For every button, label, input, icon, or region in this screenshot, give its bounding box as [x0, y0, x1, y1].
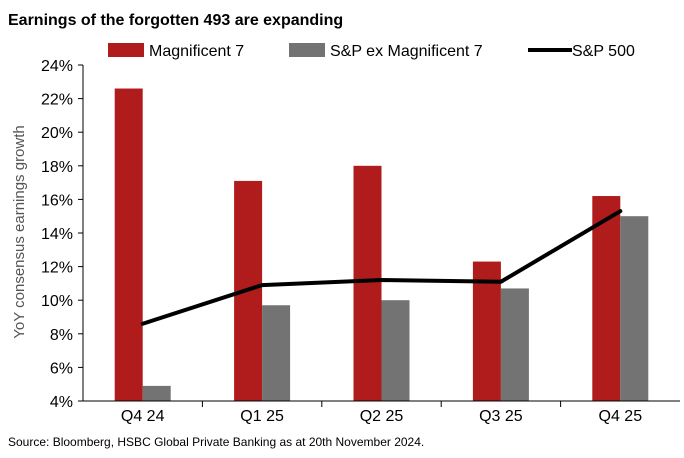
- y-axis-ticks: 4% 6% 8% 10% 12% 14% 16% 18% 20% 22% 24%: [41, 58, 83, 411]
- y-tick-label: 20%: [41, 125, 73, 142]
- x-axis-ticks: Q4 24 Q1 25 Q2 25 Q3 25 Q4 25: [121, 401, 642, 425]
- source-note: Source: Bloomberg, HSBC Global Private B…: [8, 435, 424, 449]
- bars: [114, 88, 649, 402]
- chart-title: Earnings of the forgotten 493 are expand…: [8, 12, 343, 29]
- legend-swatch-magnificent-7: [108, 43, 144, 57]
- y-tick-label: 24%: [41, 58, 73, 75]
- bar-magnificent-7-4: [592, 196, 621, 401]
- y-tick-label: 12%: [41, 260, 73, 277]
- bar-magnificent-7-0: [114, 88, 143, 402]
- y-tick-label: 4%: [50, 394, 73, 411]
- y-tick-label: 18%: [41, 159, 73, 176]
- legend-label-sp-500: S&P 500: [572, 43, 635, 60]
- x-tick-label: Q3 25: [479, 408, 523, 425]
- bar-s-p-ex-magnificent-7-4: [620, 216, 649, 401]
- y-tick-label: 10%: [41, 293, 73, 310]
- sp500-line-layer: [140, 209, 623, 326]
- legend-label-magnificent-7: Magnificent 7: [149, 43, 244, 60]
- legend-label-sp-ex-magnificent-7: S&P ex Magnificent 7: [330, 43, 483, 60]
- y-axis-label: YoY consensus earnings growth: [11, 125, 28, 338]
- legend: Magnificent 7 S&P ex Magnificent 7 S&P 5…: [108, 43, 635, 60]
- x-tick-label: Q4 25: [599, 408, 643, 425]
- y-tick-label: 8%: [50, 327, 73, 344]
- y-tick-label: 16%: [41, 192, 73, 209]
- legend-swatch-sp-ex-magnificent-7: [289, 43, 325, 57]
- x-tick-label: Q4 24: [121, 408, 165, 425]
- bar-s-p-ex-magnificent-7-2: [381, 300, 410, 401]
- bar-magnificent-7-2: [353, 165, 382, 401]
- y-tick-label: 14%: [41, 226, 73, 243]
- bar-s-p-ex-magnificent-7-1: [262, 305, 291, 401]
- y-tick-label: 22%: [41, 92, 73, 109]
- line-sp-500: [140, 209, 623, 326]
- bar-s-p-ex-magnificent-7-3: [500, 288, 529, 401]
- y-tick-label: 6%: [50, 360, 73, 377]
- x-tick-label: Q1 25: [240, 408, 284, 425]
- bar-s-p-ex-magnificent-7-0: [142, 385, 171, 401]
- x-tick-label: Q2 25: [360, 408, 404, 425]
- bar-magnificent-7-3: [472, 261, 501, 401]
